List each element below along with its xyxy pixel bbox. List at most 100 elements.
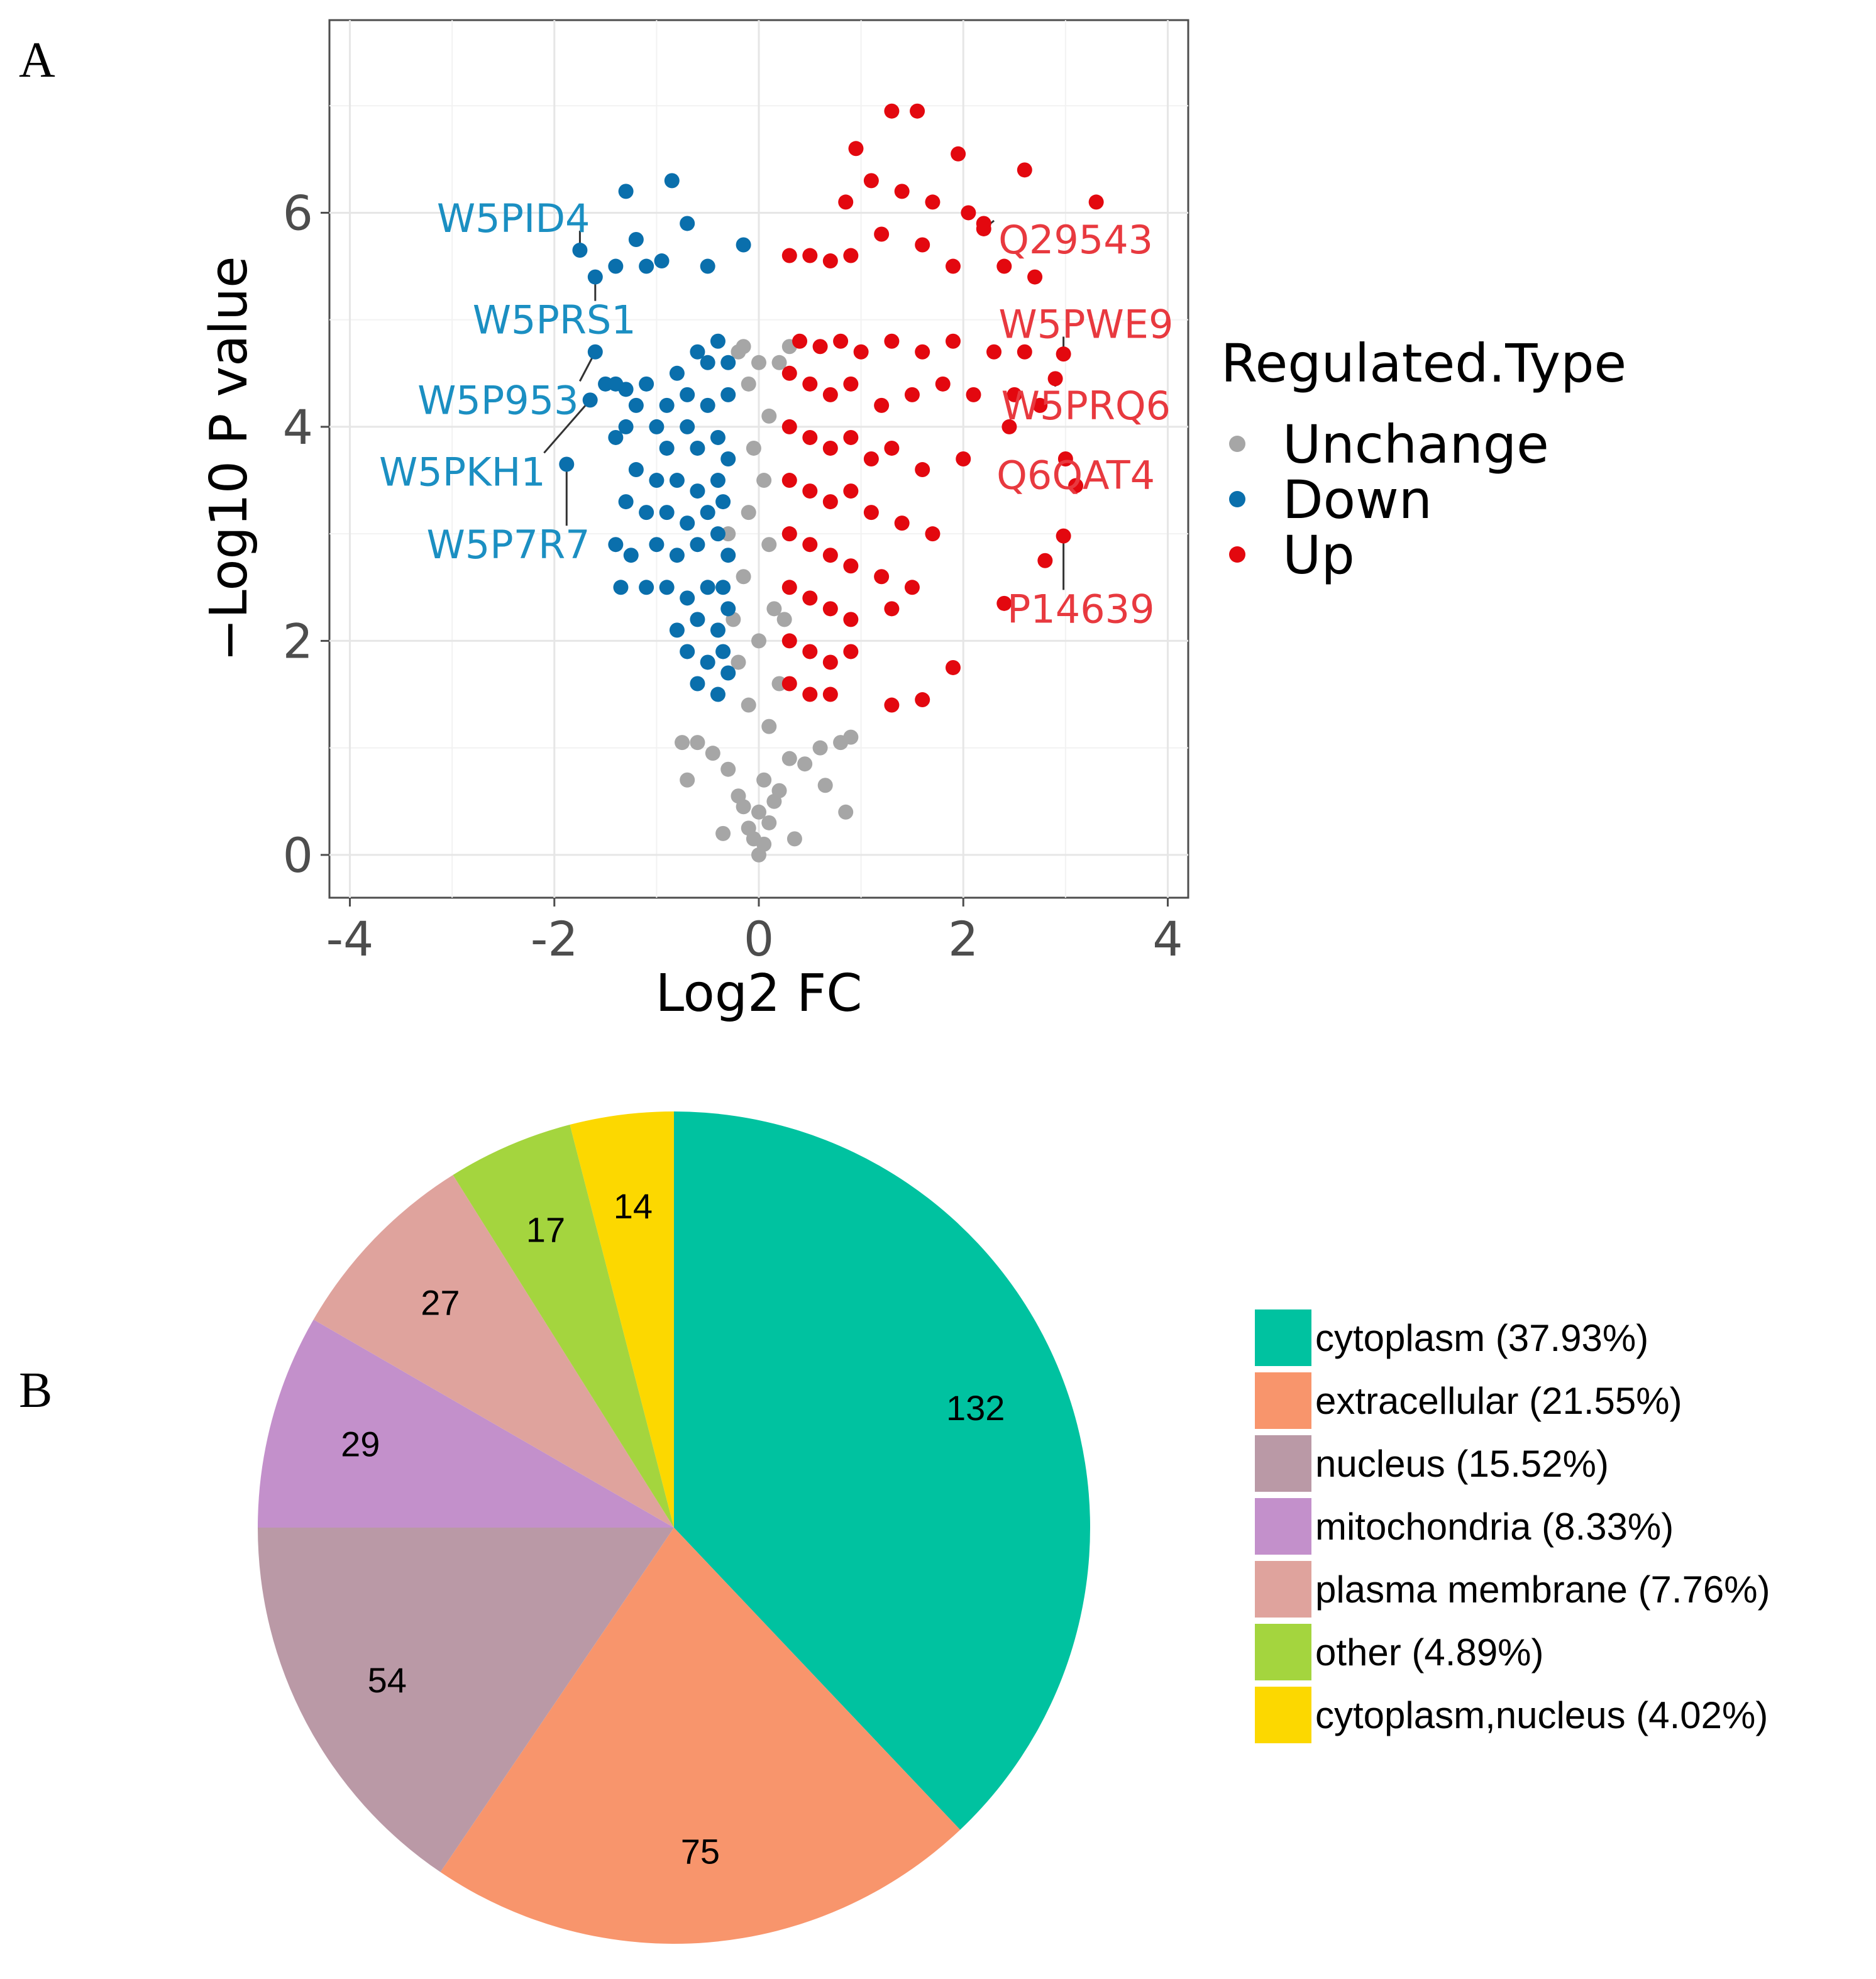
legend-key-up	[1229, 546, 1245, 563]
gene-label: W5PWE9	[998, 301, 1173, 347]
point-up	[822, 253, 838, 269]
point-up	[915, 462, 930, 478]
point-unchange	[817, 778, 833, 793]
point-down	[649, 419, 665, 434]
point-down	[700, 258, 715, 274]
point-up	[781, 419, 797, 434]
pie-slice-plasma-membrane	[313, 1175, 675, 1528]
point-up	[822, 440, 838, 456]
pie-legend-key	[1255, 1372, 1311, 1429]
point-down	[700, 397, 715, 413]
point-up	[1088, 194, 1104, 210]
point-up	[884, 103, 900, 119]
point-up	[945, 333, 961, 349]
point-unchange	[741, 820, 756, 836]
point-unchange	[781, 751, 797, 766]
point-up	[781, 633, 797, 649]
point-unchange	[705, 746, 720, 761]
legend-key-down	[1229, 491, 1245, 507]
point-up	[1017, 162, 1032, 178]
point-up	[910, 103, 925, 119]
pie-slice-extracellular	[440, 1528, 961, 1944]
point-up	[781, 676, 797, 692]
point-up	[1007, 387, 1022, 402]
point-up	[966, 387, 981, 402]
pie-legend: cytoplasm (37.93%) extracellular (21.55%)…	[1255, 1309, 1770, 1743]
point-up	[961, 205, 976, 221]
point-unchange	[741, 505, 756, 521]
gene-label: W5P7R7	[427, 522, 590, 568]
point-unchange	[766, 601, 782, 617]
point-unchange	[838, 804, 854, 820]
point-up	[843, 558, 859, 574]
point-unchange	[746, 440, 761, 456]
pie-slices	[257, 1111, 1091, 1944]
legend-label-unchange: Unchange	[1283, 414, 1549, 475]
point-down	[720, 601, 736, 617]
point-unchange	[731, 788, 746, 804]
point-unchange	[675, 735, 690, 751]
point-unchange	[761, 537, 777, 553]
legend-label-down: Down	[1283, 469, 1432, 531]
point-unchange	[761, 815, 777, 830]
point-up	[884, 333, 900, 349]
point-up	[925, 194, 941, 210]
point-down	[736, 237, 751, 253]
point-down	[680, 515, 695, 531]
point-up	[802, 483, 818, 499]
gene-labels: W5PID4 W5PRS1 W5P953 W5PKH1 W5P7R7 Q29543 W5PW…	[379, 196, 1173, 632]
point-up	[874, 569, 890, 585]
point-up	[802, 429, 818, 445]
point-down	[710, 429, 726, 445]
point-unchange	[690, 735, 705, 751]
point-up	[863, 173, 879, 189]
point-down	[700, 654, 715, 670]
point-up	[915, 344, 930, 360]
point-down	[690, 483, 705, 499]
point-down	[639, 505, 654, 521]
point-up	[781, 473, 797, 488]
point-down	[608, 258, 624, 274]
point-down	[715, 494, 731, 510]
point-up	[884, 697, 900, 713]
pie-legend-key	[1255, 1435, 1311, 1492]
point-down	[639, 258, 654, 274]
point-up	[915, 237, 930, 253]
point-down	[618, 382, 634, 397]
point-up	[925, 526, 941, 542]
pie-value-label: 27	[421, 1283, 460, 1323]
point-down	[623, 548, 639, 563]
point-unchange	[812, 740, 828, 756]
point-down	[582, 392, 598, 408]
pie-slice-other	[453, 1125, 674, 1528]
point-down	[690, 676, 705, 692]
point-down	[710, 686, 726, 702]
legend-key-unchange	[1229, 436, 1245, 452]
point-up	[843, 429, 859, 445]
pie-legend-key	[1255, 1561, 1311, 1618]
point-down	[715, 644, 731, 659]
gene-label: W5PRQ6	[1001, 383, 1171, 429]
pie-legend-label: plasma membrane (7.76%)	[1315, 1568, 1770, 1611]
y-tick-label: 6	[283, 185, 313, 241]
point-up	[996, 258, 1012, 274]
point-up	[1056, 528, 1071, 544]
point-down	[618, 494, 634, 510]
point-unchange	[771, 783, 787, 798]
point-up	[1017, 344, 1032, 360]
pie-legend-key	[1255, 1309, 1311, 1366]
point-up	[822, 494, 838, 510]
point-unchange	[751, 633, 766, 649]
point-unchange	[761, 408, 777, 424]
point-up	[976, 221, 991, 236]
point-down	[649, 473, 665, 488]
point-down	[700, 505, 715, 521]
point-unchange	[736, 339, 751, 355]
point-down	[720, 387, 736, 402]
point-unchange	[776, 612, 792, 627]
point-up	[802, 376, 818, 392]
point-down	[628, 232, 644, 247]
data-points	[559, 103, 1104, 863]
point-up	[781, 365, 797, 381]
point-down	[669, 473, 685, 488]
